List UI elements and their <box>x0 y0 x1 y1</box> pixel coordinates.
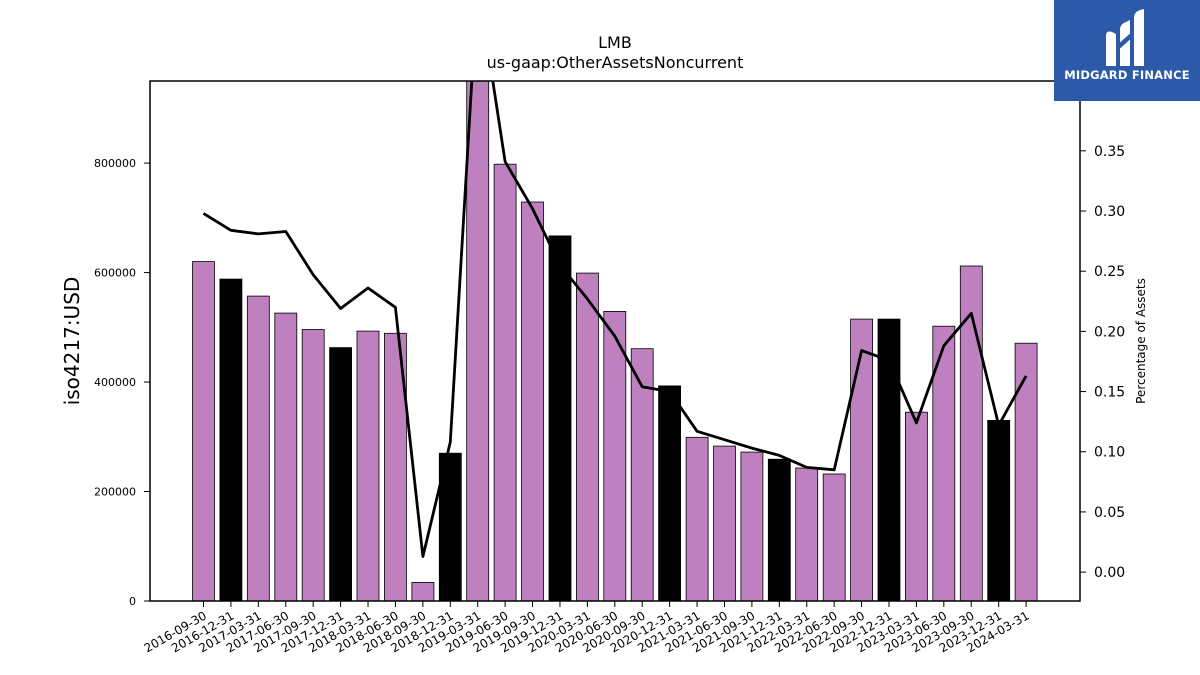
ratio-line-group <box>202 81 1028 558</box>
y2-tick-label: 0.25 <box>1094 264 1125 280</box>
bar-2019-09-30 <box>521 201 544 602</box>
bar-2023-03-31 <box>905 411 928 602</box>
bar-2022-03-31 <box>795 467 819 602</box>
bar-2017-12-31 <box>329 347 353 602</box>
bar-2023-12-31 <box>987 419 1011 602</box>
bar-2019-12-31 <box>548 235 572 602</box>
ratio-line <box>202 81 1028 558</box>
bar-2016-12-31 <box>219 278 243 602</box>
bar-2022-06-30 <box>822 473 846 602</box>
logo-text: MIDGARD FINANCE <box>1064 68 1190 82</box>
y-tick-label: 400000 <box>94 376 136 389</box>
bar-2019-06-30 <box>493 163 517 602</box>
bar-2017-06-30 <box>274 312 298 602</box>
midgard-finance-logo: MIDGARD FINANCE <box>1054 0 1200 101</box>
bar-2021-09-30 <box>740 451 764 602</box>
bar-2022-09-30 <box>850 318 873 602</box>
y-tick-label: 0 <box>129 595 136 608</box>
bars-group <box>192 80 1038 602</box>
bar-2017-09-30 <box>301 329 325 602</box>
bar-2018-09-30 <box>411 582 435 602</box>
y2-tick-label: 0.30 <box>1094 204 1125 220</box>
y-axis-label: iso4217:USD <box>60 277 84 406</box>
logo-mark-icon <box>1106 9 1144 66</box>
bar-2020-12-31 <box>658 385 681 602</box>
bar-2020-06-30 <box>603 310 627 602</box>
y2-axis-label: Percentage of Assets <box>1134 278 1148 404</box>
bar-2024-03-31 <box>1014 342 1038 602</box>
y2-tick-label: 0.20 <box>1094 324 1125 340</box>
y2-tick-label: 0.05 <box>1094 505 1125 521</box>
bar-2021-12-31 <box>767 458 791 602</box>
bar-2021-03-31 <box>685 436 709 602</box>
bar-2018-03-31 <box>356 330 380 602</box>
y2-tick-label: 0.10 <box>1094 445 1125 461</box>
y-tick-label: 800000 <box>94 157 136 170</box>
bar-2021-06-30 <box>713 445 736 602</box>
bar-2020-03-31 <box>576 272 599 602</box>
chart-title: LMB <box>598 33 632 52</box>
bar-2017-03-31 <box>246 295 270 602</box>
y2-tick-label: 0.35 <box>1094 144 1125 160</box>
chart-subtitle: us-gaap:OtherAssetsNoncurrent <box>487 53 744 72</box>
y2-tick-label: 0.15 <box>1094 385 1125 401</box>
bar-2016-09-30 <box>192 261 215 602</box>
y2-tick-label: 0.00 <box>1094 565 1125 581</box>
y-tick-label: 200000 <box>94 486 136 499</box>
y-tick-label: 600000 <box>94 267 136 280</box>
bar-2019-03-31 <box>466 80 490 602</box>
